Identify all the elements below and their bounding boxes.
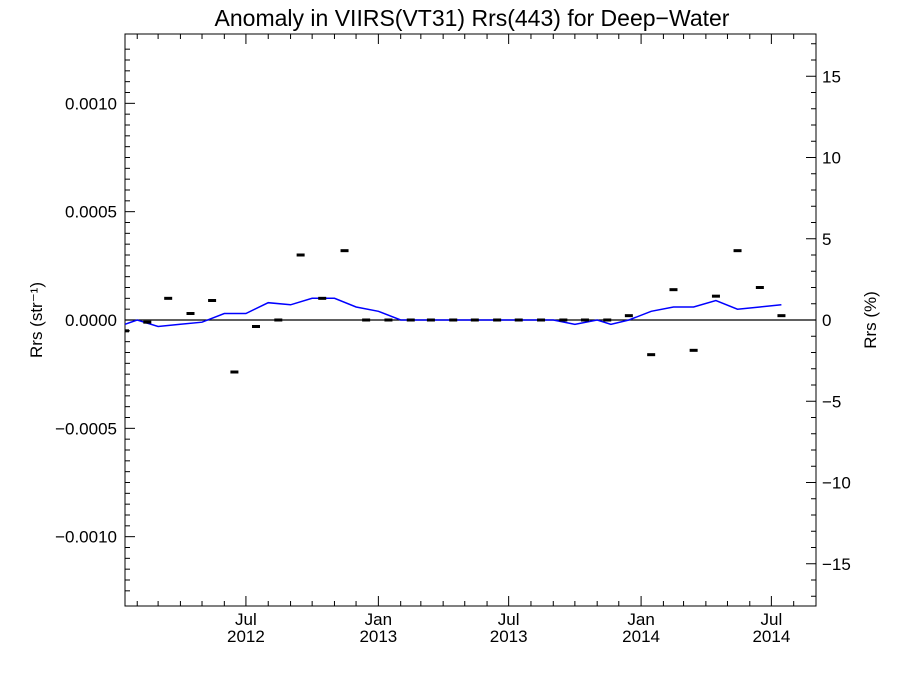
- y-right-tick-label: −5: [822, 392, 841, 411]
- y-right-tick-label: 10: [822, 149, 841, 168]
- blue-anomaly-line: [124, 297, 782, 328]
- x-tick-month-label: Jul: [498, 610, 520, 629]
- x-tick-year-label: 2014: [622, 627, 660, 646]
- y-left-tick-label: 0.0005: [65, 203, 117, 222]
- y-right-tick-label: −15: [822, 555, 851, 574]
- y-right-tick-label: 5: [822, 230, 831, 249]
- chart-title: Anomaly in VIIRS(VT31) Rrs(443) for Deep…: [215, 5, 730, 31]
- y-axis-right-label: Rrs (%): [861, 291, 880, 349]
- x-tick-year-label: 2013: [359, 627, 397, 646]
- x-tick-month-label: Jan: [365, 610, 392, 629]
- y-right-tick-label: −10: [822, 474, 851, 493]
- y-left-tick-label: −0.0010: [55, 528, 117, 547]
- y-left-tick-label: 0.0010: [65, 94, 117, 113]
- y-axis-left-label: Rrs (str⁻¹): [27, 282, 46, 358]
- x-tick-month-label: Jul: [235, 610, 257, 629]
- x-tick-year-label: 2013: [490, 627, 528, 646]
- x-tick-month-label: Jan: [627, 610, 654, 629]
- anomaly-point-series: [125, 249, 786, 374]
- y-left-tick-label: −0.0005: [55, 419, 117, 438]
- x-tick-year-label: 2012: [227, 627, 265, 646]
- y-right-tick-label: 0: [822, 311, 831, 330]
- x-tick-year-label: 2014: [752, 627, 790, 646]
- x-tick-month-label: Jul: [761, 610, 783, 629]
- y-axis-left: 0.0010 0.0005 0.0000 −0.0005 −0.0010: [55, 48, 135, 592]
- y-axis-right: 15 10 5 0 −5 −10 −15: [806, 43, 851, 597]
- y-right-tick-label: 15: [822, 67, 841, 86]
- y-left-tick-label: 0.0000: [65, 311, 117, 330]
- anomaly-line-series: [124, 297, 782, 328]
